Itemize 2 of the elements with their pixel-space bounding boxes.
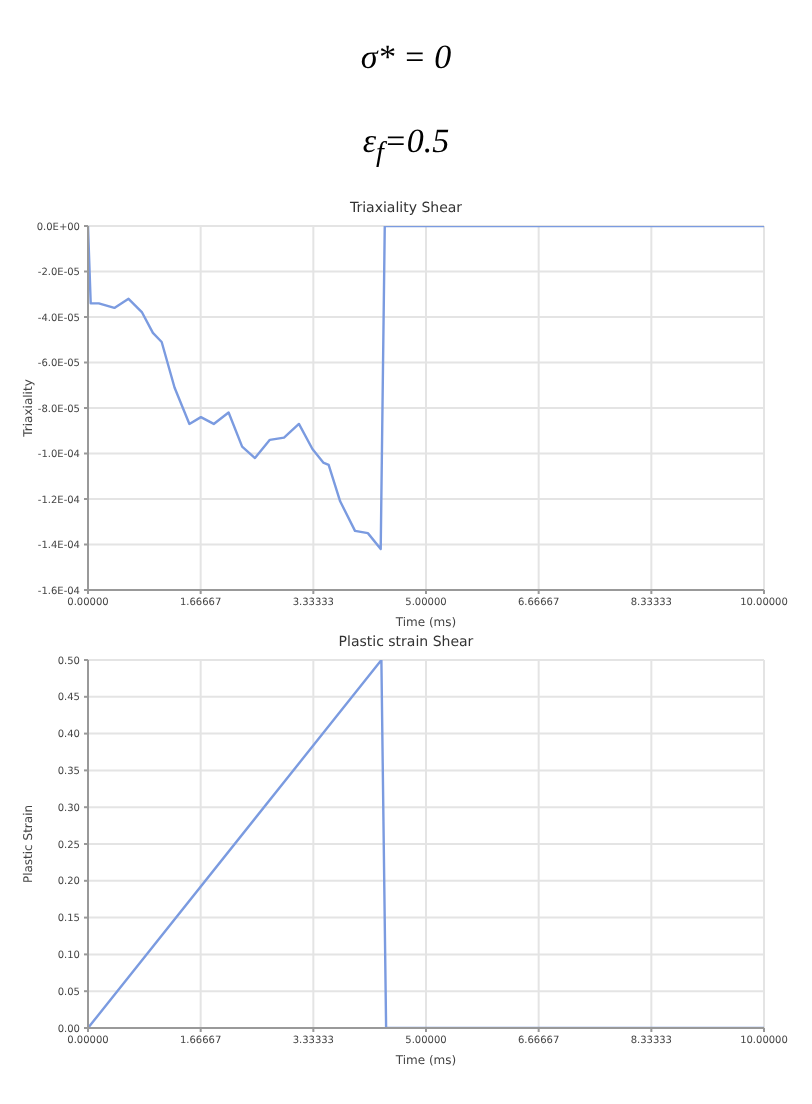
text: ε$_{f}$=0.5	[362, 121, 450, 171]
text: σ* = 0	[360, 37, 452, 78]
